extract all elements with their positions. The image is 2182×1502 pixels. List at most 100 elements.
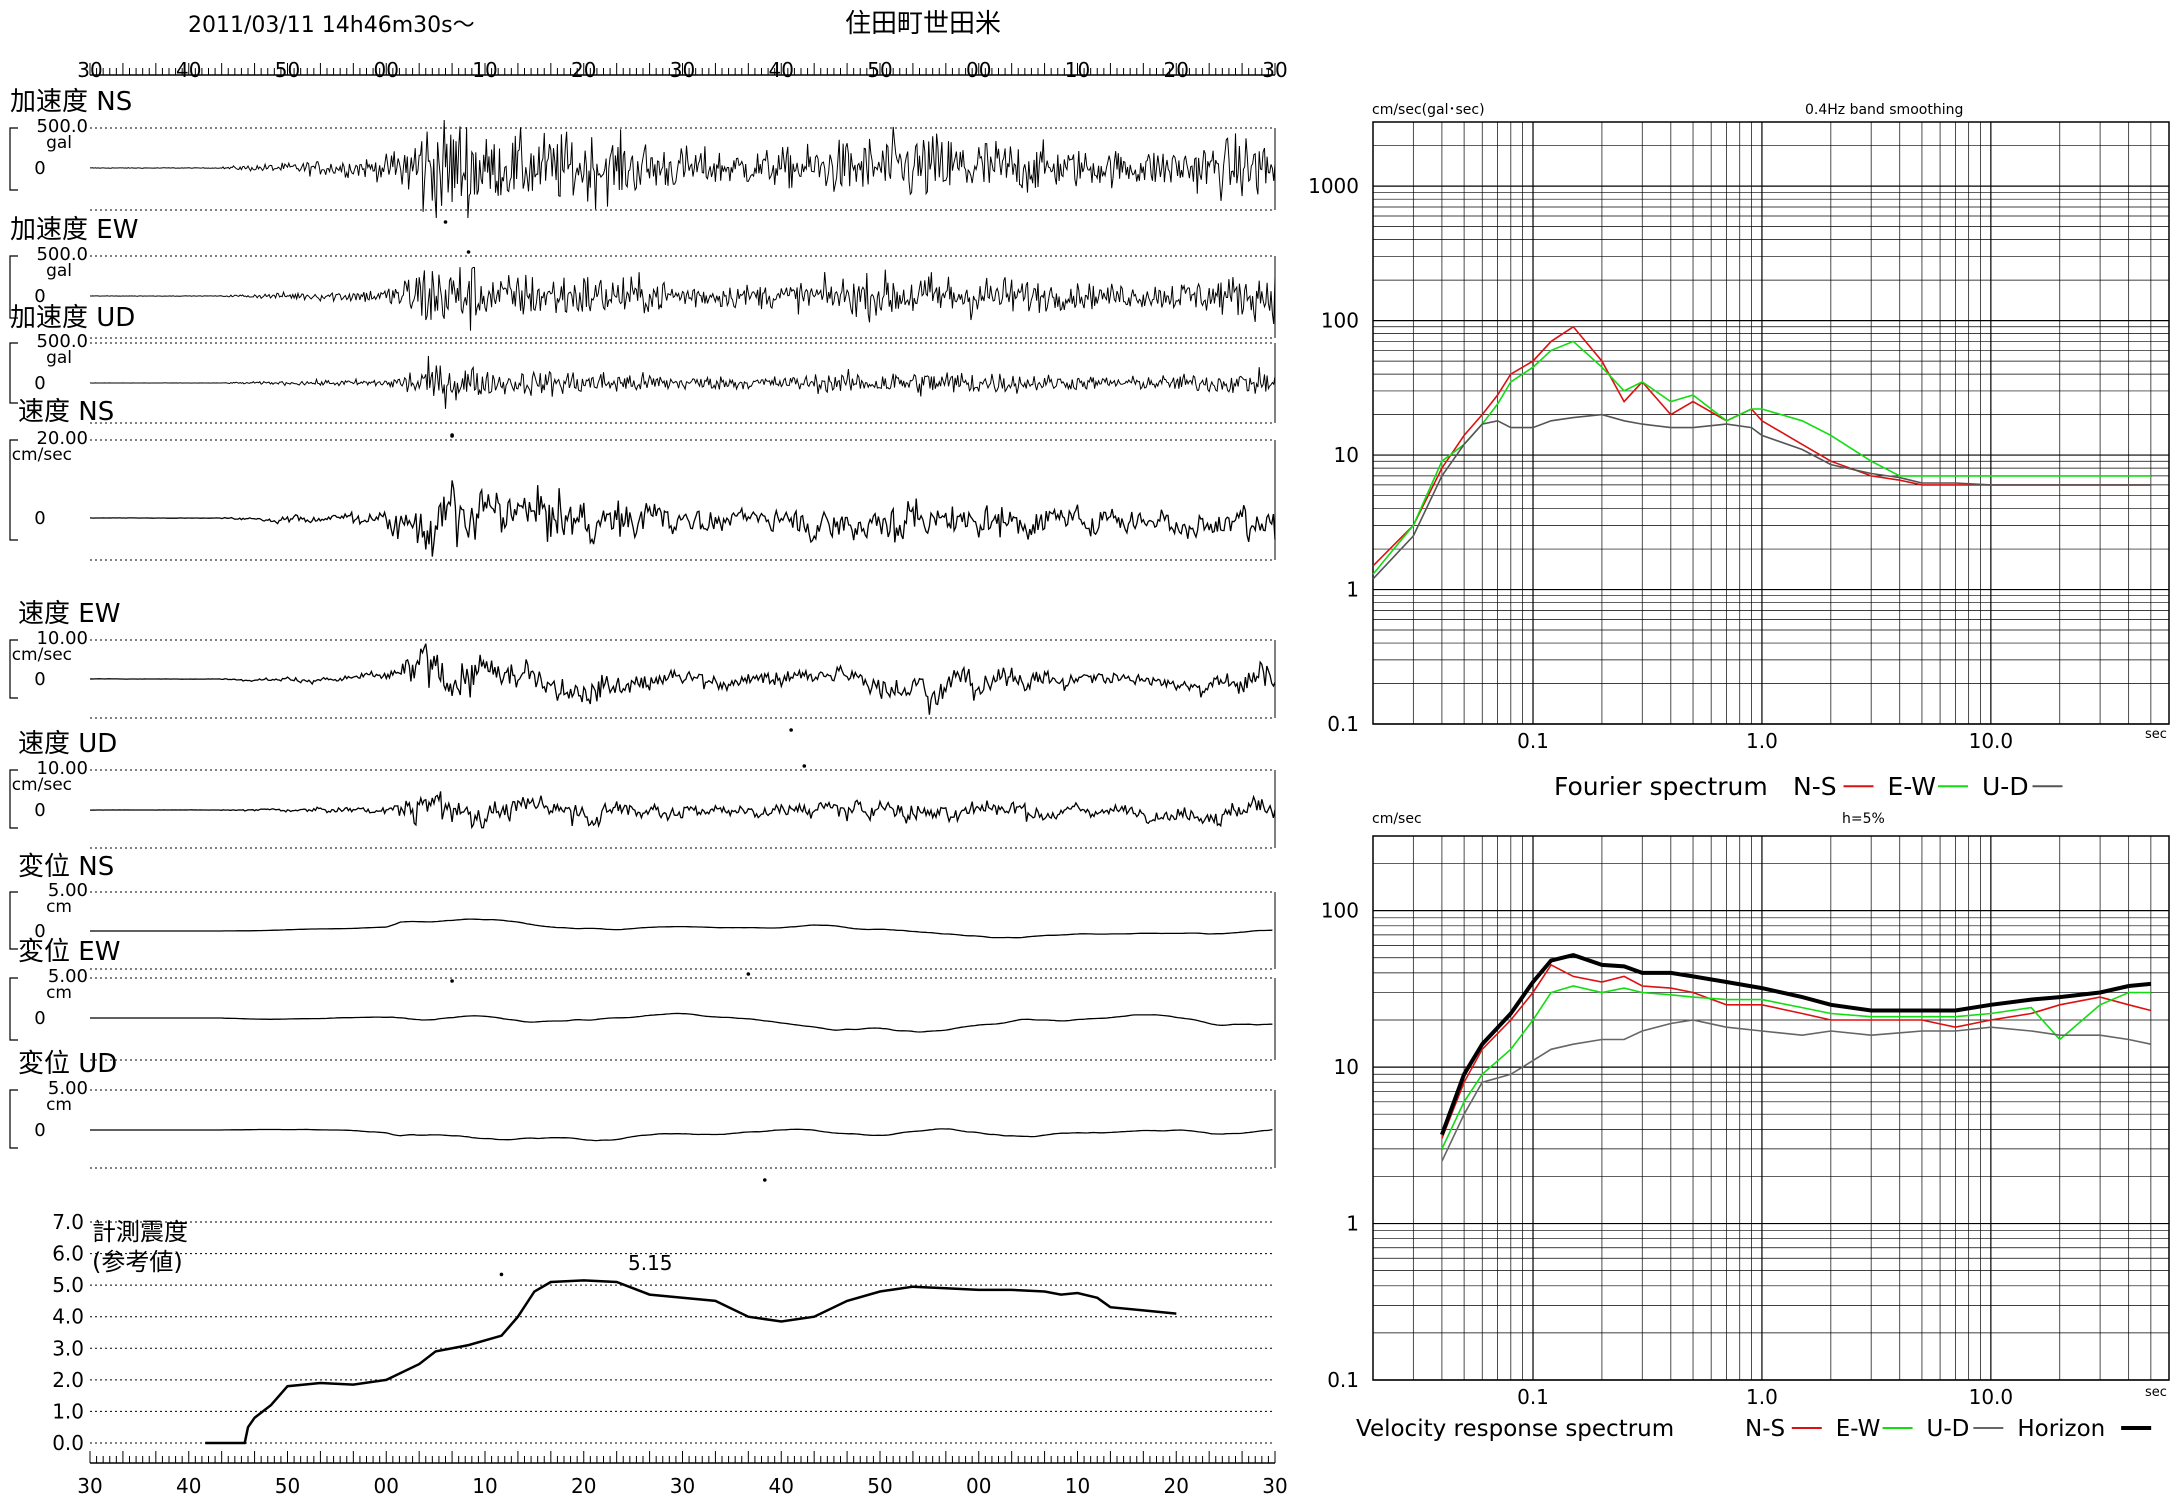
station-name: 住田町世田米 [845,9,1001,39]
intensity-subtitle: (参考値) [92,1248,183,1276]
fourier-note: 0.4Hz band smoothing [1805,102,1963,118]
time-tick-label: 30 [77,58,102,82]
seismogram-unit: cm/sec [12,645,72,665]
legend-entry: Horizon [2017,1416,2105,1442]
peak-marker [466,250,471,254]
bottom-time-axis: 30 40 50 00 10 20 30 40 50 00 10 20 30 [77,1451,1288,1498]
time-tick-label: 20 [1164,58,1189,82]
seismogram-label: 加速度 EW [10,215,138,245]
seismogram-max-value: 5.00 [48,1078,88,1099]
seismogram-max-value: 500.0 [36,331,88,352]
seismogram-zero: 0 [34,286,45,307]
x-tick-label: 0.1 [1517,729,1549,753]
peak-marker [789,728,793,732]
time-tick-label: 50 [275,58,300,82]
vresp-note: h=5% [1842,811,1885,827]
seismogram-unit: cm/sec [12,775,72,795]
seismogram-label: 加速度 NS [10,87,132,117]
vresp-xunit: sec [2145,1385,2167,1400]
time-tick-label: 10 [1065,1474,1090,1498]
seismogram-label: 変位 NS [18,852,114,882]
seismogram-label: 変位 UD [18,1049,117,1079]
intensity-tick-label: 1.0 [52,1399,84,1423]
time-tick-label: 00 [966,1474,991,1498]
seismogram-max-value: 20.00 [36,428,88,449]
vresp-title: Velocity response spectrum [1356,1416,1674,1442]
time-tick-label: 40 [769,1474,794,1498]
peak-marker [443,220,448,224]
seismogram-unit: gal [46,348,72,368]
record-datetime: 2011/03/11 14h46m30s～ [188,13,475,38]
intensity-tick-label: 6.0 [52,1242,84,1266]
y-tick-label: 0.1 [1327,712,1359,736]
time-tick-label: 20 [571,58,596,82]
time-tick-label: 10 [1065,58,1090,82]
intensity-peak-label: 5.15 [628,1251,673,1275]
time-tick-label: 40 [176,1474,201,1498]
seismogram-max-value: 5.00 [48,880,88,901]
peak-marker [450,434,454,438]
spectrum-series-line [1441,963,2152,1139]
intensity-tick-label: 3.0 [52,1336,84,1360]
peak-marker [450,979,454,983]
spectrum-series-line [1440,953,2152,1136]
legend-entry: U-D [1927,1416,1970,1442]
time-tick-label: 50 [867,1474,892,1498]
seismogram-unit: cm [46,897,72,917]
fourier-title: Fourier spectrum [1554,772,1768,801]
y-tick-label: 1 [1346,1212,1359,1236]
time-tick-label: 30 [670,58,695,82]
intensity-tick-label: 4.0 [52,1305,84,1329]
spectrum-series-line [1372,413,2151,580]
peak-marker [802,764,807,768]
time-tick-label: 30 [77,1474,102,1498]
seismogram-zero: 0 [34,921,45,942]
seismogram-label: 速度 NS [18,397,114,427]
time-tick-label: 40 [769,58,794,82]
intensity-tick-label: 7.0 [52,1210,84,1234]
seismogram-unit: gal [46,133,72,153]
top-time-axis: 30 40 50 00 10 20 30 40 50 00 10 20 30 [77,58,1287,82]
y-tick-label: 100 [1321,309,1359,333]
legend-entry: U-D [1982,772,2029,801]
seismogram-zero: 0 [34,508,45,529]
fourier-xunit: sec [2145,727,2167,742]
peak-marker [762,1178,767,1182]
seismogram-label: 速度 EW [18,599,120,629]
seismogram-max-value: 10.00 [36,628,88,649]
legend-entry: N-S [1793,772,1837,801]
seismogram-zero: 0 [34,800,45,821]
time-tick-label: 20 [571,1474,596,1498]
time-tick-label: 30 [670,1474,695,1498]
seismogram-unit: cm [46,1095,72,1115]
legend-entry: N-S [1745,1416,1785,1442]
time-tick-label: 50 [275,1474,300,1498]
legend-entry: E-W [1836,1416,1881,1442]
x-tick-label: 0.1 [1517,1385,1549,1409]
seismogram-label: 速度 UD [18,729,117,759]
y-tick-label: 0.1 [1327,1368,1359,1392]
seismogram-label: 変位 EW [18,937,120,967]
time-tick-label: 30 [1262,1474,1287,1498]
intensity-title: 計測震度 [92,1218,188,1246]
x-tick-label: 10.0 [1969,729,2014,753]
time-tick-label: 10 [472,1474,497,1498]
seismogram-max-value: 5.00 [48,966,88,987]
fourier-spectrum-chart: cm/sec(gal･sec) 0.4Hz band smoothing sec… [1308,102,2170,801]
velocity-response-spectrum-chart: cm/sec h=5% sec Velocity response spectr… [1321,811,2170,1442]
seismogram-zero: 0 [34,158,45,179]
time-tick-label: 50 [867,58,892,82]
seismogram-unit: cm [46,983,72,1003]
spectrum-series-line [1372,340,2151,575]
intensity-chart: 計測震度 (参考値) 5.15 7.0 6.0 5.0 4.0 3.0 2.0 1.0 0.0 [52,1210,1275,1455]
plot-frame [1372,121,2170,725]
seismogram-zero: 0 [34,669,45,690]
spectrum-series-line [1441,1019,2152,1162]
seismogram-unit: gal [46,261,72,281]
